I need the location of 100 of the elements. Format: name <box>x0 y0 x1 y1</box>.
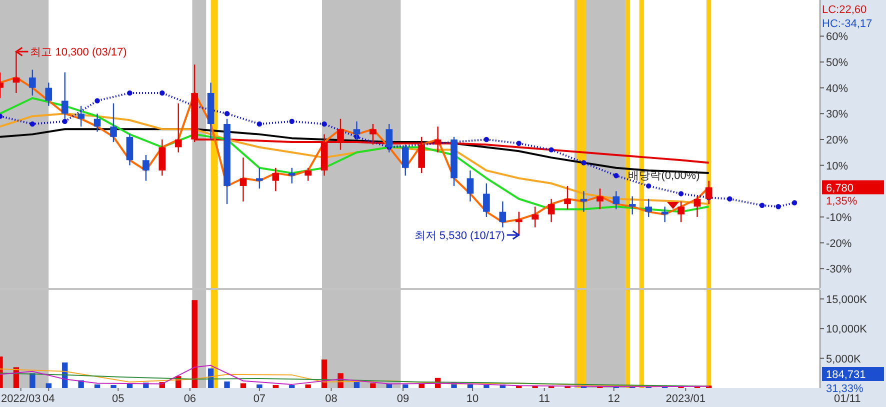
annotation: 최저 5,530 (10/17) <box>414 230 505 242</box>
point <box>484 136 490 142</box>
bar <box>272 385 278 388</box>
bar <box>305 384 311 388</box>
candlestick <box>240 156 247 202</box>
bar <box>289 385 295 388</box>
candlestick <box>158 138 166 176</box>
candlestick <box>661 206 668 223</box>
bar <box>94 384 100 388</box>
candlestick <box>272 167 280 192</box>
candlestick <box>580 190 588 212</box>
candlestick <box>174 102 182 153</box>
x-tick-label: 2022/03 <box>0 393 41 405</box>
text: HC:-34,17 <box>822 18 872 30</box>
candlestick <box>142 154 150 182</box>
y-tick-label: 10,000K <box>826 324 868 336</box>
line-series <box>0 364 710 388</box>
candlestick <box>612 190 620 210</box>
y-tick-label: -10% <box>826 212 852 224</box>
candlestick <box>483 182 490 218</box>
candlestick <box>78 105 84 128</box>
bar <box>484 385 490 388</box>
x-tick-label: 2023/01 <box>666 393 706 405</box>
point <box>678 191 684 196</box>
y-tick-label: 20% <box>826 134 848 146</box>
annotation: 최고 10,300 (03/17) <box>30 46 127 59</box>
candlestick <box>564 185 571 210</box>
bar <box>402 384 408 388</box>
point <box>127 90 132 96</box>
candlestick <box>402 144 409 176</box>
bar <box>126 384 133 388</box>
point <box>322 121 327 127</box>
bar <box>46 383 52 388</box>
y-tick-label: -20% <box>826 238 852 250</box>
y-tick-label: 40% <box>826 82 848 95</box>
candlestick <box>694 196 701 218</box>
bar <box>224 381 230 388</box>
x-tick-label: 04 <box>42 393 55 405</box>
x-tick-label: 09 <box>396 393 410 405</box>
y-tick-label: 5,000K <box>826 353 862 366</box>
point <box>30 121 36 127</box>
x-tick-label: 05 <box>112 393 124 405</box>
bar <box>467 384 474 388</box>
point <box>614 173 619 178</box>
candlestick <box>596 188 604 210</box>
text: 184,731 <box>826 369 866 381</box>
point <box>581 160 586 166</box>
bar <box>370 383 376 388</box>
point <box>289 118 294 124</box>
point <box>94 98 100 104</box>
bar <box>240 383 246 388</box>
point <box>516 140 522 146</box>
y-tick-label: 30% <box>826 108 848 121</box>
point <box>646 183 652 189</box>
x-tick-label: 07 <box>253 393 266 405</box>
point <box>224 111 230 116</box>
x-tick-label: 11 <box>538 393 550 405</box>
candlestick <box>548 198 555 223</box>
text: 31,33% <box>826 383 864 395</box>
candlestick <box>628 196 636 215</box>
candlestick <box>29 69 36 96</box>
x-tick-label: 12 <box>608 393 620 405</box>
candlestick <box>45 82 52 106</box>
candlestick <box>499 200 506 228</box>
point <box>62 118 68 124</box>
bar <box>110 385 116 388</box>
candlestick <box>532 206 538 228</box>
candlestick <box>110 102 117 143</box>
point <box>776 204 781 210</box>
candlestick <box>515 211 522 236</box>
candlestick <box>12 51 20 94</box>
candlestick <box>288 167 296 184</box>
x-tick-label: 06 <box>184 393 196 405</box>
point <box>160 90 165 96</box>
text: 6,780 <box>826 182 854 194</box>
y-tick-label: 50% <box>826 56 848 69</box>
candlestick <box>678 200 684 223</box>
x-tick-label: 08 <box>325 393 338 405</box>
bar <box>256 384 262 388</box>
y-tick-label: 60% <box>826 31 848 44</box>
candlestick <box>126 134 134 166</box>
candlestick <box>466 170 474 202</box>
point <box>792 200 798 206</box>
bar <box>354 382 360 388</box>
point <box>727 196 732 202</box>
text: 1,35% <box>826 195 858 208</box>
point <box>759 202 765 208</box>
x-tick-label: 10 <box>466 393 479 405</box>
y-tick-label: 15,000K <box>826 294 868 306</box>
bar <box>418 384 424 388</box>
text: LC:22,60 <box>822 4 867 16</box>
candlestick <box>94 113 101 132</box>
point <box>256 121 262 127</box>
y-tick-label: 10% <box>826 160 848 172</box>
bar <box>30 373 36 388</box>
point <box>548 147 554 152</box>
y-tick-label: -30% <box>826 264 852 276</box>
line-series <box>0 97 710 213</box>
candlestick <box>256 167 263 190</box>
text: 01/11 <box>834 393 861 405</box>
